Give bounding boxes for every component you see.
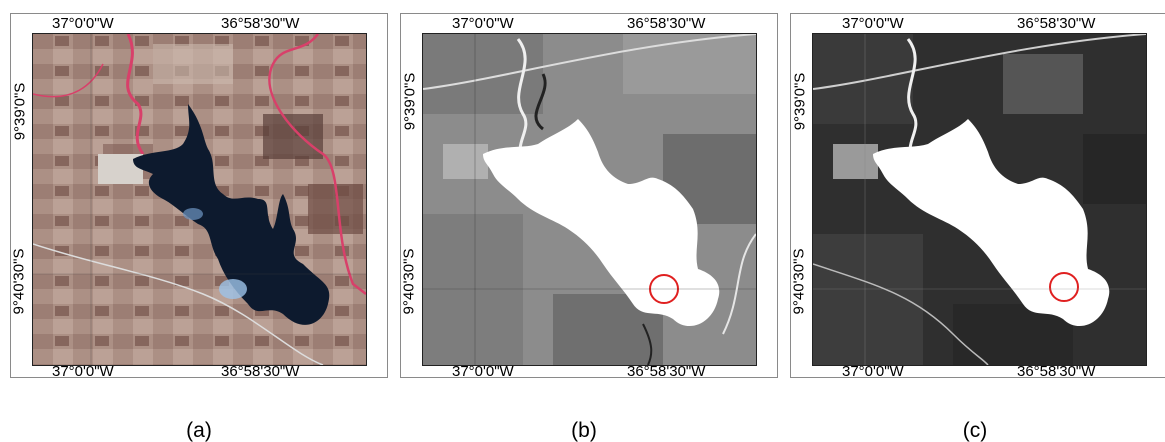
lat-left-top-label: 9°39'0"S [11,82,29,141]
lon-bottom-left-label: 37°0'0"W [842,363,904,380]
map-panel-c: 37°0'0"W 36°58'30"W 37°0'0"W 36°58'30"W … [790,13,1165,380]
lat-left-bottom-label: 9°40'30"S [400,248,418,315]
lon-top-left-label: 37°0'0"W [842,15,904,32]
lat-left-bottom-label: 9°40'30"S [790,248,808,315]
lon-top-left-label: 37°0'0"W [452,15,514,32]
lon-bottom-right-label: 36°58'30"W [1017,363,1096,380]
satellite-image-false-color [32,33,367,366]
lon-bottom-left-label: 37°0'0"W [52,363,114,380]
panel-a-caption: (a) [186,419,212,442]
lon-bottom-right-label: 36°58'30"W [627,363,706,380]
lat-left-top-label: 9°39'0"S [401,72,419,131]
lon-bottom-right-label: 36°58'30"W [221,363,300,380]
map-panel-b: 37°0'0"W 36°58'30"W 37°0'0"W 36°58'30"W … [400,13,778,380]
lon-bottom-left-label: 37°0'0"W [452,363,514,380]
panel-c-caption: (c) [962,419,988,442]
classified-image-high-contrast [812,33,1147,366]
lon-top-right-label: 36°58'30"W [221,15,300,32]
map-panel-a: 37°0'0"W 36°58'30"W 37°0'0"W 36°58'30"W … [10,13,388,380]
lat-left-top-label: 9°39'0"S [791,72,809,131]
classified-image-grayscale [422,33,757,366]
lon-top-right-label: 36°58'30"W [627,15,706,32]
panel-b-caption: (b) [571,419,597,442]
lon-top-left-label: 37°0'0"W [52,15,114,32]
lon-top-right-label: 36°58'30"W [1017,15,1096,32]
lat-left-bottom-label: 9°40'30"S [10,248,28,315]
